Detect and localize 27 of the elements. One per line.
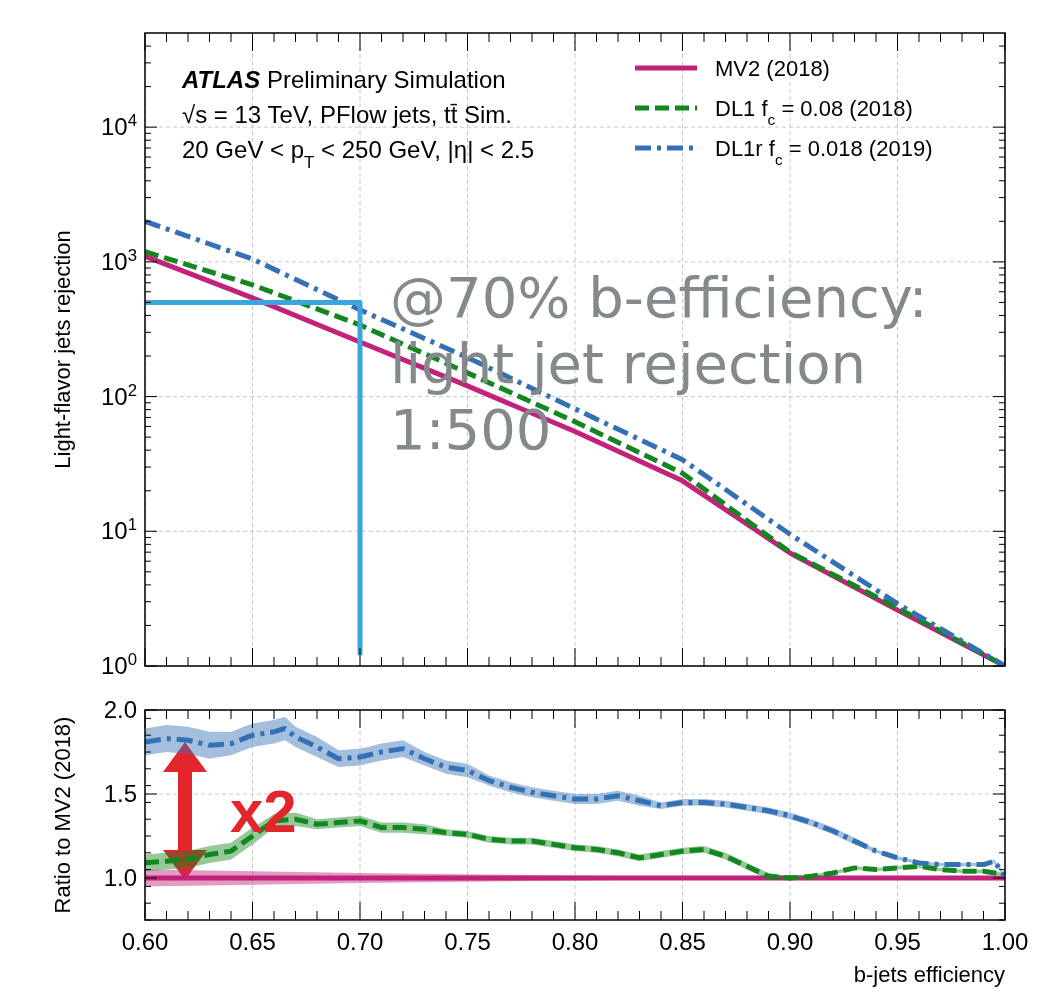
y-tick-label: 1.0: [103, 864, 137, 891]
annotation: √s = 13 TeV, PFlow jets, tt̄ Sim.: [182, 101, 512, 128]
y-tick-label: 2.0: [103, 696, 137, 723]
y-tick-label: 10$^{3}$: [100, 245, 137, 275]
legend-label: DL1 f$_{c}$ = 0.08 (2018): [715, 96, 913, 128]
annotation: 20 GeV < p$_{T}$ < 250 GeV, |η| < 2.5: [182, 136, 535, 172]
x-tick-label: 0.95: [874, 928, 921, 955]
x-axis-title: b-jets efficiency: [853, 962, 1005, 987]
y-axis-title: Light-flavor jets rejection: [50, 230, 75, 469]
y-axis-title: Ratio to MV2 (2018): [50, 716, 75, 914]
x-tick-label: 0.75: [444, 928, 491, 955]
y-tick-label: 10$^{0}$: [100, 649, 137, 679]
x-tick-label: 1.00: [981, 928, 1029, 955]
legend-label: DL1r f$_{c}$ = 0.018 (2019): [715, 136, 933, 168]
annotation: ATLAS Preliminary Simulation: [181, 66, 506, 93]
y-tick-label: 10$^{1}$: [100, 514, 137, 545]
legend-label: MV2 (2018): [715, 56, 830, 81]
annotation: x2: [230, 778, 297, 845]
y-tick-label: 1.5: [103, 780, 137, 807]
x-tick-label: 0.60: [121, 928, 169, 955]
x-tick-label: 0.70: [336, 928, 384, 955]
x-tick-label: 0.85: [659, 928, 706, 955]
y-tick-label: 10$^{4}$: [100, 110, 137, 141]
y-tick-label: 10$^{2}$: [100, 380, 137, 410]
x-tick-label: 0.90: [766, 928, 814, 955]
x-tick-label: 0.80: [551, 928, 599, 955]
x-tick-label: 0.65: [229, 928, 276, 955]
